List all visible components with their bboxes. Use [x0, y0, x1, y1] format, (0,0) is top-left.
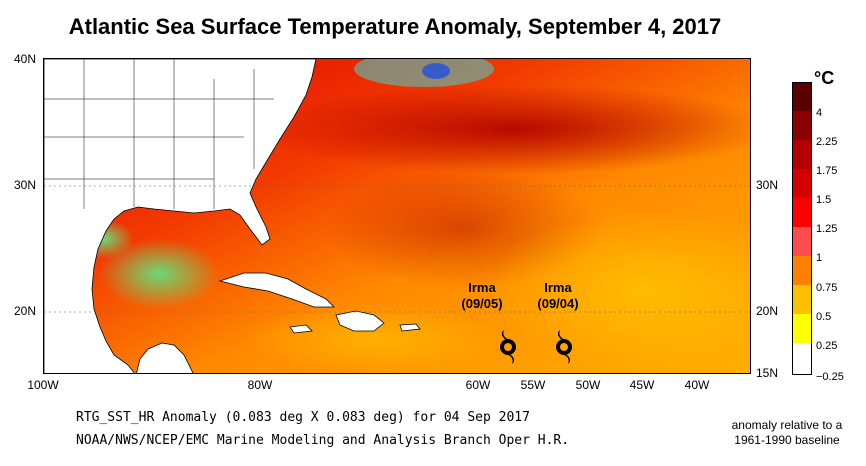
hispaniola-land: [335, 310, 385, 332]
colorbar-swatch-1: [792, 111, 812, 140]
cuba-land: [218, 272, 335, 308]
colorbar-swatch-6: [792, 256, 812, 285]
footer-agency-line: NOAA/NWS/NCEP/EMC Marine Modeling and An…: [76, 433, 570, 448]
lat-label-left-30n: 30N: [14, 178, 37, 192]
yucatan-land: [136, 342, 194, 373]
lon-label-100w: 100W: [27, 378, 59, 392]
lon-label-55w: 55W: [520, 378, 546, 392]
lat-label-right-15n: 15N: [756, 366, 779, 380]
footer-product-line: RTG_SST_HR Anomaly (0.083 deg X 0.083 de…: [76, 410, 530, 425]
hurricane-icon: [500, 330, 516, 364]
colorbar-tick-0-5: 0.5: [816, 311, 832, 323]
lon-label-60w: 60W: [465, 378, 491, 392]
colorbar-swatch-2: [792, 140, 812, 169]
colorbar-swatch-5: [792, 227, 812, 256]
colorbar-tick-2-25: 2.25: [816, 136, 838, 148]
colorbar-tick-0-25: 0.25: [816, 340, 838, 352]
baseline-note-line1: anomaly relative to a: [731, 418, 843, 432]
eastern-atlantic-cool: [484, 209, 750, 369]
colorbar-swatch-7: [792, 285, 812, 314]
caribbean-cool: [244, 304, 504, 373]
colorbar-tick-1: 1: [816, 252, 823, 264]
lat-label-right-20n: 20N: [756, 304, 779, 318]
colorbar-swatch-3: [792, 169, 812, 198]
graticule: [44, 185, 750, 313]
lat-label-right-30n: 30N: [756, 178, 779, 192]
gulf-stream-warm-band: [254, 84, 750, 174]
gulf-of-mexico-green: [99, 239, 219, 309]
baseline-note-line2: 1961-1990 baseline: [734, 433, 840, 447]
storm-date: (09/05): [461, 296, 503, 311]
lon-label-40w: 40W: [684, 378, 710, 392]
colorbar-tick-1-75: 1.75: [816, 165, 838, 177]
colorbar-tick-1-25: 1.25: [816, 223, 838, 235]
colorbar-swatch-9: [792, 343, 812, 375]
northeast-blue-anomaly: [422, 63, 450, 79]
jamaica-land: [289, 324, 313, 334]
colorbar-tick-1-5: 1.5: [816, 194, 832, 206]
colorbar-tick-neg-0-25: −0.25: [816, 371, 844, 383]
hurricane-icon: [556, 330, 572, 364]
lon-label-80w: 80W: [247, 378, 273, 392]
lon-label-45w: 45W: [629, 378, 655, 392]
colorbar-unit: °C: [814, 68, 835, 88]
colorbar-swatch-4: [792, 198, 812, 227]
lat-label-left-20n: 20N: [14, 304, 37, 318]
puerto-rico-land: [399, 323, 421, 332]
colorbar-swatch-0: [792, 82, 812, 111]
sst-anomaly-map: [43, 58, 751, 374]
colorbar-swatch-8: [792, 314, 812, 343]
storm-date: (09/04): [537, 296, 579, 311]
state-borders: [44, 59, 274, 209]
storm-name: Irma: [544, 280, 572, 295]
colorbar-tick-4: 4: [816, 107, 823, 119]
lon-label-50w: 50W: [575, 378, 601, 392]
colorbar-tick-0-75: 0.75: [816, 282, 838, 294]
north-america-land: [44, 59, 317, 373]
storm-label-0905: Irma (09/05): [452, 280, 512, 312]
storm-name: Irma: [468, 280, 496, 295]
lat-label-left-40n: 40N: [14, 52, 37, 66]
map-title: Atlantic Sea Surface Temperature Anomaly…: [68, 14, 722, 39]
storm-label-0904: Irma (09/04): [528, 280, 588, 312]
